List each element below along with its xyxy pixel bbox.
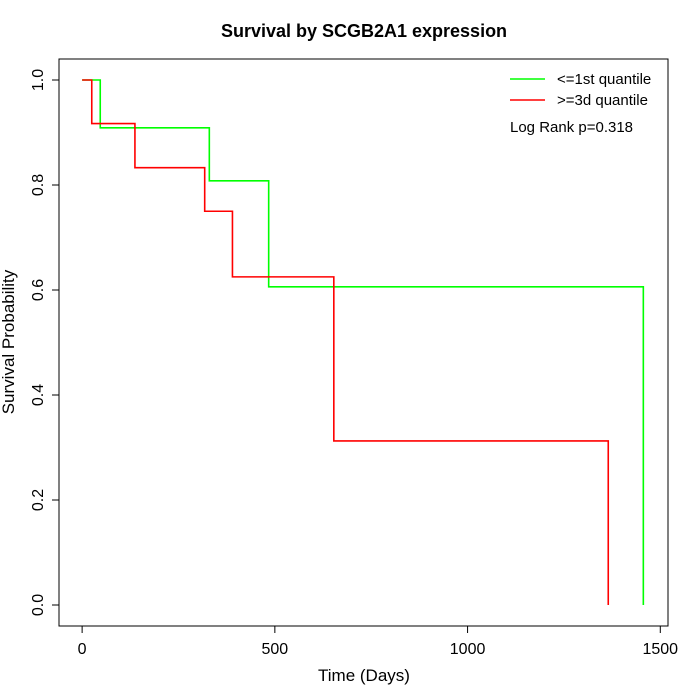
plot-frame <box>58 58 669 627</box>
x-tick-label: 1500 <box>642 641 678 658</box>
x-axis-label: Time (Days) <box>318 666 410 685</box>
chart-title: Survival by SCGB2A1 expression <box>221 21 507 41</box>
y-tick-label: 0.8 <box>30 174 47 196</box>
y-tick-label: 0.4 <box>30 384 47 406</box>
y-tick-label: 0.2 <box>30 489 47 511</box>
y-axis: 0.0 0.2 0.4 0.6 0.8 1.0 <box>30 69 60 616</box>
x-axis: 0 500 1000 1500 <box>78 625 678 658</box>
y-tick-label: 1.0 <box>30 69 47 91</box>
legend-label-1: <=1st quantile <box>557 71 651 88</box>
y-axis-label: Survival Probability <box>0 269 18 414</box>
x-tick-label: 1000 <box>450 641 486 658</box>
legend-label-2: >=3d quantile <box>557 92 648 109</box>
x-tick-label: 500 <box>261 641 288 658</box>
survival-curve-1 <box>82 79 645 605</box>
y-tick-label: 0.0 <box>30 594 47 616</box>
survival-curves <box>82 79 645 605</box>
y-tick-label: 0.6 <box>30 279 47 301</box>
log-rank-annotation: Log Rank p=0.318 <box>510 119 633 136</box>
survival-curve-2 <box>82 79 610 605</box>
legend: <=1st quantile >=3d quantile <box>510 71 651 109</box>
x-tick-label: 0 <box>78 641 87 658</box>
